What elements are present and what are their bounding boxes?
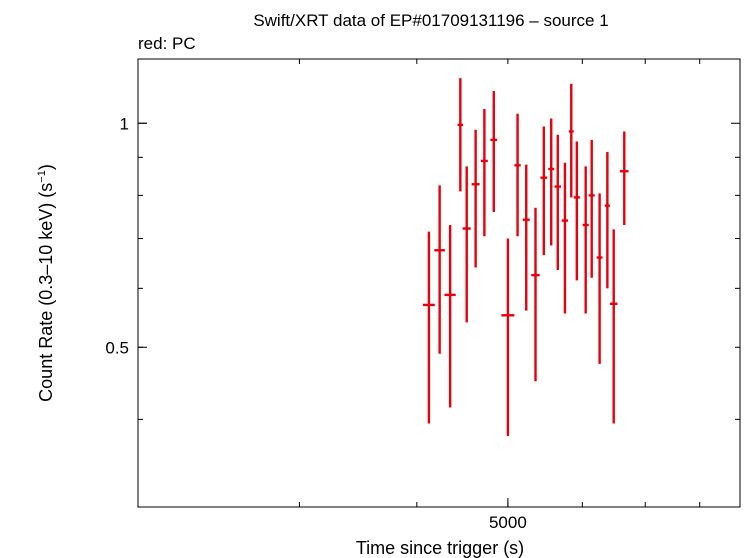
data-point — [471, 129, 480, 268]
data-point — [561, 162, 569, 314]
y-axis-label-exponent: −1 — [36, 170, 48, 183]
data-point — [568, 83, 574, 198]
y-axis-label-close: ) — [36, 164, 56, 170]
chart-title: Swift/XRT data of EP#01709131196 – sourc… — [253, 11, 608, 30]
y-tick-label: 0.5 — [105, 338, 129, 357]
axis-ticks — [138, 59, 740, 507]
data-point — [573, 141, 580, 281]
plot-frame — [137, 58, 741, 508]
x-axis-label: Time since trigger (s) — [356, 538, 524, 558]
data-point — [588, 139, 595, 278]
x-tick-label: 5000 — [489, 513, 527, 532]
data-point — [531, 207, 540, 382]
data-point — [619, 131, 629, 225]
data-point — [480, 109, 488, 237]
data-points — [422, 78, 629, 436]
y-axis-label-main: Count Rate (0.3–10 keV) (s — [36, 183, 56, 402]
data-point — [501, 238, 515, 436]
data-point — [522, 164, 530, 311]
data-point — [609, 229, 618, 424]
chart-subtitle: red: PC — [138, 34, 196, 53]
y-axis-label: Count Rate (0.3–10 keV) (s−1) — [36, 164, 56, 402]
data-point — [604, 151, 610, 289]
data-point — [554, 134, 562, 271]
data-point — [457, 78, 464, 192]
data-point — [434, 185, 445, 354]
data-point — [422, 231, 435, 424]
data-point — [490, 90, 498, 212]
data-point — [444, 224, 456, 408]
data-point — [514, 113, 521, 237]
tick-labels: 5000 1 0.5 — [105, 114, 526, 532]
data-point — [582, 166, 589, 314]
data-point — [596, 193, 603, 364]
y-tick-label: 1 — [120, 114, 129, 133]
data-point — [548, 118, 555, 246]
data-point — [462, 166, 471, 323]
data-point — [540, 126, 548, 256]
